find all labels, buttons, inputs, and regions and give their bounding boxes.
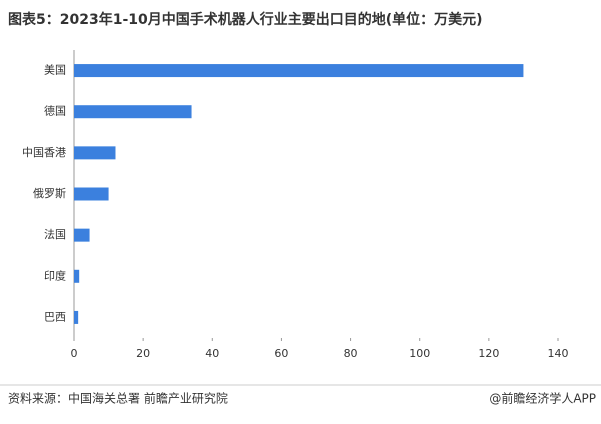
y-tick-label: 法国 <box>44 227 66 241</box>
bar <box>74 187 109 201</box>
credit: @前瞻经济学人APP <box>489 391 596 406</box>
x-tick-label: 100 <box>409 347 430 360</box>
bar <box>74 146 116 160</box>
y-tick-label: 巴西 <box>44 310 66 323</box>
y-tick-label: 德国 <box>44 104 66 118</box>
y-tick-label: 俄罗斯 <box>33 187 66 200</box>
x-tick-label: 20 <box>136 347 150 360</box>
x-tick-label: 120 <box>478 347 499 360</box>
x-tick-label: 40 <box>205 347 219 360</box>
y-tick-label: 印度 <box>44 268 66 282</box>
source: 资料来源：中国海关总署 前瞻产业研究院 <box>8 391 228 406</box>
x-tick-label: 60 <box>274 347 288 360</box>
y-tick-label: 美国 <box>44 64 66 77</box>
bar <box>74 310 79 324</box>
x-tick-label: 140 <box>548 347 569 360</box>
bar <box>74 269 80 283</box>
chart-title: 图表5：2023年1-10月中国手术机器人行业主要出口目的地(单位：万美元) <box>8 11 483 28</box>
bar <box>74 64 524 78</box>
y-tick-label: 中国香港 <box>22 146 66 159</box>
x-tick-label: 0 <box>71 347 78 360</box>
bar <box>74 228 90 242</box>
bar <box>74 105 192 119</box>
x-tick-label: 80 <box>344 347 358 360</box>
